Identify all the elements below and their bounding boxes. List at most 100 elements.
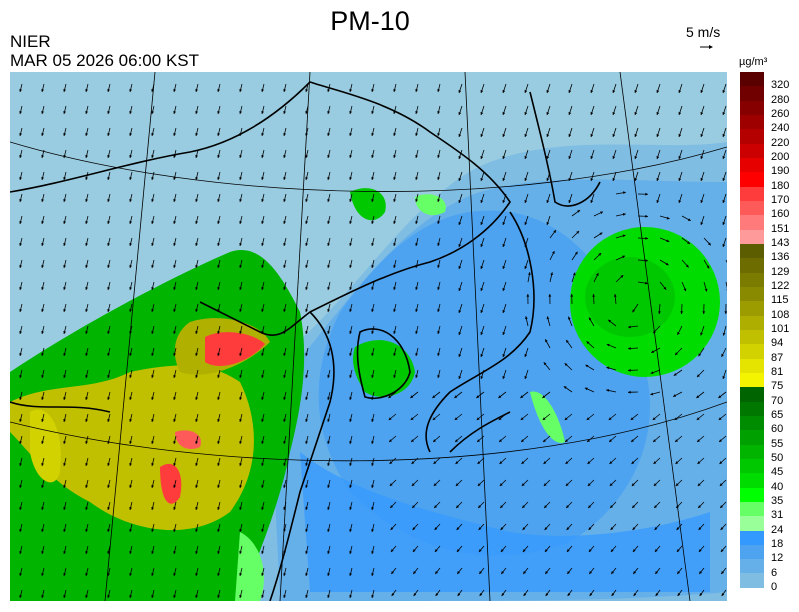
wind-arrow-head [371,507,375,510]
wind-arrow-head [524,266,528,269]
wind-arrow-head [349,353,353,356]
wind-arrow-head [195,177,199,180]
wind-arrow-head [454,417,458,420]
wind-arrow-head [41,507,45,510]
wind-arrow-head [195,265,199,268]
wind-arrow-head [19,133,23,136]
wind-arrow-head [479,571,483,574]
wind-arrow-head [261,111,265,114]
wind-arrow-head [173,441,177,444]
wind-arrow-head [550,272,554,276]
wind-arrow-head [261,485,265,488]
wind-arrow-head [239,265,243,268]
wind-arrow-head [673,394,677,397]
wind-arrow-head [677,571,681,574]
legend-color-block [740,458,764,474]
legend-color-block [740,172,764,187]
wind-arrow-head [107,485,111,488]
wind-arrow-head [305,331,309,334]
legend-label: 151 [771,222,790,235]
wind-arrow-head [724,311,727,314]
wind-arrow-head [349,507,353,510]
wind-arrow-head [412,549,416,552]
wind-arrow-head [455,439,458,442]
wind-arrow-head [722,376,726,379]
wind-arrow-head [651,350,655,353]
wind-arrow-head [305,463,309,466]
wind-arrow-head [305,529,309,532]
wind-arrow-head [371,375,375,378]
wind-arrow-head [63,89,67,92]
wind-arrow-head [217,243,221,246]
wind-arrow-head [63,221,67,224]
wind-arrow-head [63,287,67,290]
legend-color-block [740,243,764,259]
wind-arrow-head [683,288,687,292]
wind-arrow-head [415,331,419,334]
wind-arrow-head [85,177,89,180]
wind-arrow-head [613,294,617,297]
wind-arrow-head [546,316,550,320]
wind-arrow-head [41,155,45,158]
wind-arrow-head [655,593,659,596]
wind-arrow-head [239,551,243,554]
wind-arrow-head [502,178,506,181]
wind-arrow-head [546,90,550,93]
wind-arrow-head [480,288,484,291]
legend-label: 0 [771,580,778,593]
wind-arrow-head [587,439,590,442]
wind-arrow-head [521,439,524,442]
wind-arrow-head [129,353,133,356]
wind-arrow-head [63,309,67,312]
wind-arrow-head [151,155,155,158]
wind-arrow-head [239,485,243,488]
wind-arrow-head [588,527,592,530]
wind-arrow-head [590,156,594,159]
wind-arrow-head [433,483,437,486]
wind-arrow-head [623,191,626,195]
wind-arrow-head [524,222,528,225]
wind-arrow-head [413,571,417,574]
wind-arrow-head [195,573,199,576]
wind-arrow-head [480,332,484,335]
wind-arrow-head [456,505,460,508]
wind-arrow-head [217,111,221,114]
wind-arrow-head [173,419,177,422]
wind-arrow-head [435,571,439,574]
wind-arrow-head [678,134,682,137]
wind-arrow-head [85,463,89,466]
wind-arrow-head [548,294,552,297]
wind-arrow-head [195,331,199,334]
legend-color-block [740,215,764,230]
wind-arrow-head [371,331,375,334]
pm10-map[interactable] [10,72,727,601]
legend-color-block [740,401,764,416]
wind-arrow-head [19,463,23,466]
wind-arrow-head [41,551,45,554]
wind-arrow-head [458,332,462,335]
wind-arrow-head [544,505,548,508]
wind-arrow-head [173,177,177,180]
legend-color-block [740,286,764,302]
wind-arrow-head [565,461,569,464]
legend-label: 129 [771,265,790,278]
wind-arrow-head [502,222,506,225]
wind-arrow-head [437,375,441,378]
wind-arrow-head [173,111,177,114]
wind-arrow-head [698,549,702,552]
wind-arrow-head [371,199,375,202]
legend-label: 31 [771,509,784,522]
wind-arrow-head [327,507,331,510]
wind-arrow-head [107,199,111,202]
wind-arrow-head [700,112,704,115]
wind-arrow-head [657,311,661,314]
wind-arrow-head [645,259,648,262]
wind-arrow-head [41,595,45,598]
wind-arrow-head [608,417,612,420]
wind-arrow-head [19,595,23,598]
wind-arrow-head [239,419,243,422]
wind-arrow-head [437,133,441,136]
wind-arrow-head [502,156,506,159]
wind-arrow-head [674,417,678,420]
legend-label: 81 [771,365,784,378]
